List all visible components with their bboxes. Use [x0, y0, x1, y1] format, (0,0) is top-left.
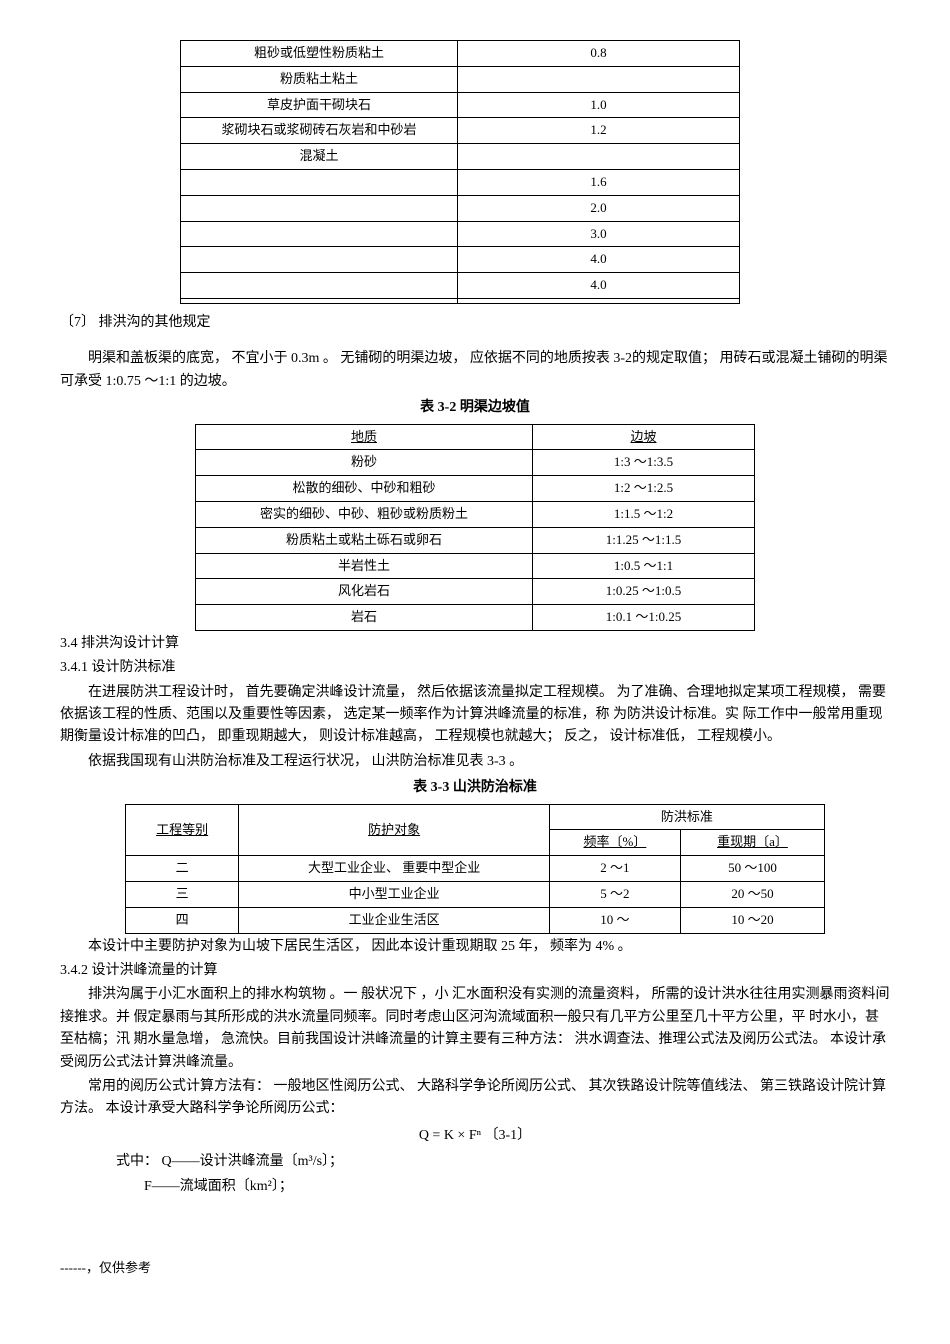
- table-cell: 粉砂: [196, 450, 533, 476]
- table-cell: [458, 298, 740, 303]
- table-cell: 粗砂或低塑性粉质粘土: [181, 41, 458, 67]
- section-341-title: 3.4.1 设计防洪标准: [60, 657, 890, 679]
- table-cell: 10 ～: [549, 907, 680, 933]
- table-cell: 大型工业企业、 重要中型企业: [239, 856, 550, 882]
- table-cell: 四: [126, 907, 239, 933]
- table-cell: [181, 298, 458, 303]
- table-cell: 松散的细砂、中砂和粗砂: [196, 476, 533, 502]
- table-cell: 3.0: [458, 221, 740, 247]
- formula-3-1: Q = K × Fⁿ 〔3-1〕: [60, 1125, 890, 1147]
- table-cell: 密实的细砂、中砂、粗砂或粉质粉土: [196, 501, 533, 527]
- table-header-cell: 地质: [196, 424, 533, 450]
- table-cell: 粉质粘土或粘土砾石或卵石: [196, 527, 533, 553]
- table-cell: 二: [126, 856, 239, 882]
- table-cell: 工业企业生活区: [239, 907, 550, 933]
- table-cell: 1.0: [458, 92, 740, 118]
- table-cell: [458, 66, 740, 92]
- table-cell: 2 ～1: [549, 856, 680, 882]
- table-cell: 1.2: [458, 118, 740, 144]
- table-cell: 粉质粘土粘土: [181, 66, 458, 92]
- table-cell: 岩石: [196, 605, 533, 631]
- formula-desc-1: 式中： Q——设计洪峰流量〔m³/s〕；: [60, 1151, 890, 1173]
- table-header-cell: 工程等别: [126, 804, 239, 856]
- table-cell: [458, 144, 740, 170]
- table-cell: 0.8: [458, 41, 740, 67]
- table-cell: 20 ～50: [680, 882, 824, 908]
- table-cell: 5 ～2: [549, 882, 680, 908]
- table-cell: [181, 273, 458, 299]
- table-3-note: 本设计中主要防护对象为山坡下居民生活区， 因此本设计重现期取 25 年， 频率为…: [60, 936, 890, 958]
- table-cell: 50 ～100: [680, 856, 824, 882]
- table-cell: 2.0: [458, 195, 740, 221]
- table-cell: 三: [126, 882, 239, 908]
- table-cell: 浆砌块石或浆砌砖石灰岩和中砂岩: [181, 118, 458, 144]
- table-header-cell: 边坡: [533, 424, 755, 450]
- table-cell: 1:1.25 ～1:1.5: [533, 527, 755, 553]
- section-7-title: 〔7〕 排洪沟的其他规定: [60, 312, 890, 334]
- table-2: 地质边坡粉砂1:3 ～1:3.5松散的细砂、中砂和粗砂1:2 ～1:2.5密实的…: [195, 424, 755, 631]
- table-cell: 1:1.5 ～1:2: [533, 501, 755, 527]
- section-341-para2: 依据我国现有山洪防治标准及工程运行状况， 山洪防治标准见表 3-3 。: [60, 751, 890, 773]
- table-cell: 1:0.5 ～1:1: [533, 553, 755, 579]
- table-header-cell: 防洪标准: [549, 804, 824, 830]
- table-cell: 10 ～20: [680, 907, 824, 933]
- table-cell: 1:3 ～1:3.5: [533, 450, 755, 476]
- table-cell: 草皮护面干砌块石: [181, 92, 458, 118]
- table-header-cell: 频率〔%〕: [549, 830, 680, 856]
- table-cell: 中小型工业企业: [239, 882, 550, 908]
- table-cell: 半岩性土: [196, 553, 533, 579]
- table-cell: 风化岩石: [196, 579, 533, 605]
- footer: ------，仅供参考: [60, 1258, 890, 1279]
- section-342-para2: 常用的阅历公式计算方法有： 一般地区性阅历公式、 大路科学争论所阅历公式、 其次…: [60, 1076, 890, 1121]
- table-cell: 4.0: [458, 247, 740, 273]
- table-cell: [181, 221, 458, 247]
- table-cell: 1:0.1 ～1:0.25: [533, 605, 755, 631]
- table-header-cell: 重现期〔a〕: [680, 830, 824, 856]
- section-34-title: 3.4 排洪沟设计计算: [60, 633, 890, 655]
- table-cell: [181, 195, 458, 221]
- table-cell: 4.0: [458, 273, 740, 299]
- table-cell: 1:0.25 ～1:0.5: [533, 579, 755, 605]
- table-3-title: 表 3-3 山洪防治标准: [60, 777, 890, 799]
- table-1: 粗砂或低塑性粉质粘土0.8粉质粘土粘土草皮护面干砌块石1.0浆砌块石或浆砌砖石灰…: [180, 40, 740, 304]
- table-2-title: 表 3-2 明渠边坡值: [60, 397, 890, 419]
- table-header-cell: 防护对象: [239, 804, 550, 856]
- table-cell: 1:2 ～1:2.5: [533, 476, 755, 502]
- section-342-para1: 排洪沟属于小汇水面积上的排水构筑物 。一 般状况下 ，小 汇水面积没有实测的流量…: [60, 984, 890, 1074]
- table-cell: [181, 247, 458, 273]
- section-341-para1: 在进展防洪工程设计时， 首先要确定洪峰设计流量， 然后依据该流量拟定工程规模。 …: [60, 682, 890, 749]
- formula-desc-2: F——流域面积〔km²〕；: [60, 1176, 890, 1198]
- section-7-para: 明渠和盖板渠的底宽， 不宜小于 0.3m 。 无铺砌的明渠边坡， 应依据不同的地…: [60, 348, 890, 393]
- table-cell: 1.6: [458, 169, 740, 195]
- table-cell: 混凝土: [181, 144, 458, 170]
- table-3: 工程等别防护对象防洪标准频率〔%〕重现期〔a〕二大型工业企业、 重要中型企业2 …: [125, 804, 825, 934]
- section-342-title: 3.4.2 设计洪峰流量的计算: [60, 960, 890, 982]
- table-cell: [181, 169, 458, 195]
